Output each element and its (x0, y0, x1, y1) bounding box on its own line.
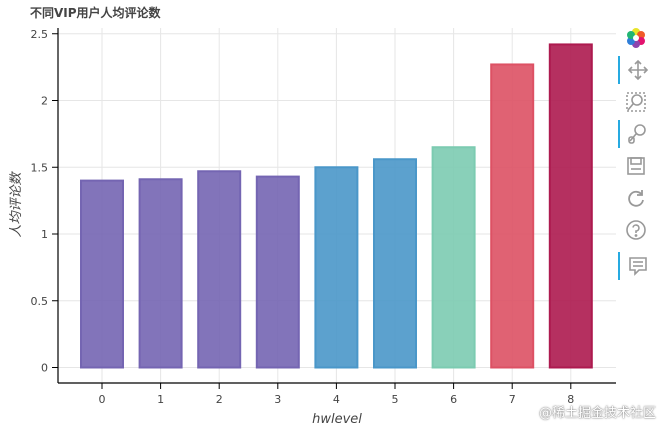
bar-4[interactable] (314, 166, 359, 369)
bar-2[interactable] (197, 170, 242, 369)
bokeh-logo-icon[interactable] (618, 24, 654, 52)
x-tick-label: 1 (157, 393, 164, 406)
ticks: 0 0.5 1 1.5 2 2.5 0 1 2 3 4 5 6 7 8 (31, 28, 575, 406)
x-axis-title: hwlevel (312, 412, 362, 427)
hover-icon[interactable] (618, 252, 656, 280)
x-tick-label: 5 (392, 393, 399, 406)
x-tick-label: 4 (333, 393, 340, 406)
pan-icon[interactable] (618, 56, 656, 84)
box-zoom-icon[interactable] (618, 88, 654, 116)
y-axis-title: 人均评论数 (9, 171, 24, 238)
bar-1[interactable] (138, 178, 183, 369)
bar-3[interactable] (255, 175, 300, 369)
y-tick-label: 1 (41, 228, 48, 241)
bar-8[interactable] (548, 43, 593, 369)
y-tick-label: 2 (41, 95, 48, 108)
bar-0[interactable] (80, 179, 124, 369)
help-icon[interactable] (618, 216, 654, 244)
bar-5[interactable] (373, 158, 417, 369)
reset-icon[interactable] (618, 184, 654, 212)
y-tick-label: 2.5 (31, 28, 49, 41)
y-tick-label: 1.5 (31, 161, 49, 174)
bar-6[interactable] (431, 146, 476, 369)
y-tick-label: 0.5 (31, 295, 49, 308)
chart-title: 不同VIP用户人均评论数 (30, 5, 162, 20)
x-tick-label: 3 (274, 393, 281, 406)
x-tick-label: 7 (509, 393, 516, 406)
x-tick-label: 0 (99, 393, 106, 406)
bars (80, 43, 593, 369)
x-tick-label: 2 (216, 393, 223, 406)
wheel-zoom-icon[interactable] (618, 120, 656, 148)
bar-7[interactable] (490, 63, 535, 369)
watermark: @稀土掘金技术社区 (538, 406, 656, 421)
toolbar (618, 24, 658, 294)
y-tick-label: 0 (41, 362, 48, 375)
save-icon[interactable] (618, 152, 654, 180)
x-tick-label: 8 (567, 393, 574, 406)
x-tick-label: 6 (450, 393, 457, 406)
axes (57, 28, 616, 384)
